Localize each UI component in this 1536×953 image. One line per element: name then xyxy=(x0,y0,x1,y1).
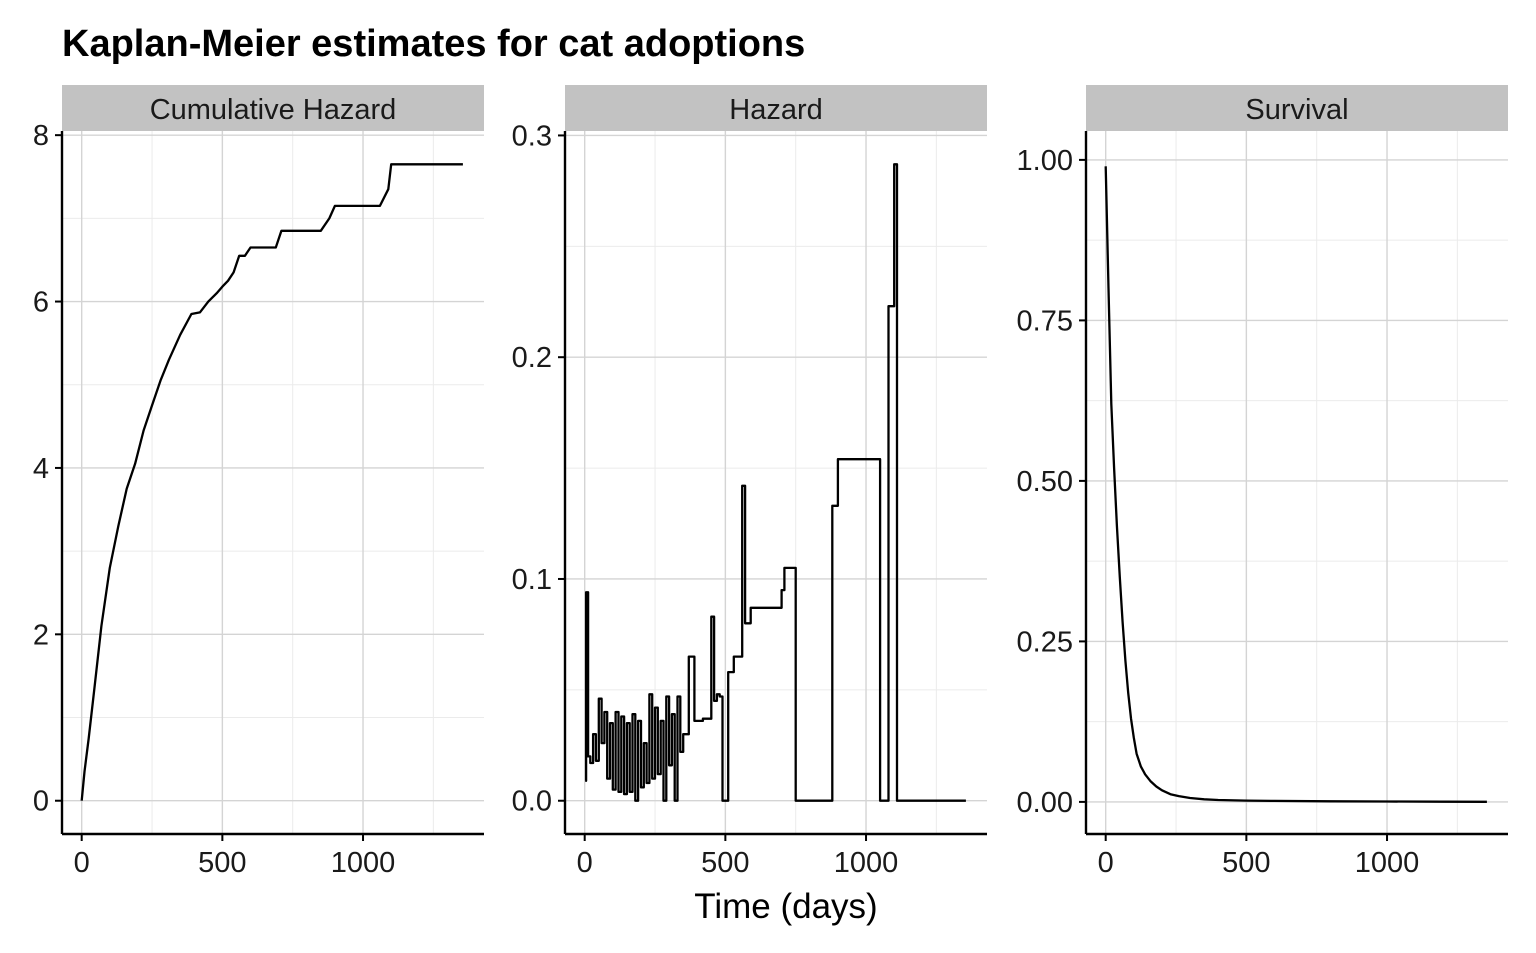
strip-label: Cumulative Hazard xyxy=(150,94,397,126)
x-tick-label: 500 xyxy=(198,847,246,879)
y-tick-label: 0.0 xyxy=(512,786,552,818)
y-tick-label: 0.75 xyxy=(1017,305,1073,337)
x-tick-label: 0 xyxy=(1098,847,1114,879)
strip-label: Hazard xyxy=(729,94,823,126)
y-tick-label: 6 xyxy=(33,287,49,319)
y-tick-label: 4 xyxy=(33,453,49,485)
strip-background xyxy=(1086,85,1508,131)
y-tick-label: 0 xyxy=(33,786,49,818)
series-line-hazard xyxy=(584,163,966,802)
strip-label: Survival xyxy=(1245,94,1348,126)
x-tick-label: 1000 xyxy=(331,847,396,879)
y-tick-label: 2 xyxy=(33,619,49,651)
series-line-cumulative-hazard xyxy=(80,163,463,801)
axis-layer: 0.00 0.25 0.50 0.75 1.00 0 500 1000 xyxy=(1017,131,1508,879)
x-tick-label: 0 xyxy=(577,847,593,879)
y-tick-label: 0.2 xyxy=(512,342,552,374)
y-tick-label: 0.50 xyxy=(1017,466,1073,498)
strip-background xyxy=(62,85,484,131)
panel-cumulative-hazard: Cumulative Hazard 0 2 4 6 8 0 500 1000 xyxy=(33,85,484,879)
chart-title: Kaplan-Meier estimates for cat adoptions xyxy=(62,23,805,65)
x-tick-label: 1000 xyxy=(834,847,899,879)
x-tick-label: 1000 xyxy=(1355,847,1420,879)
grid-layer xyxy=(565,131,987,834)
y-tick-label: 0.25 xyxy=(1017,626,1073,658)
x-tick-label: 500 xyxy=(1222,847,1270,879)
y-tick-label: 0.3 xyxy=(512,120,552,152)
x-tick-label: 0 xyxy=(74,847,90,879)
y-tick-label: 8 xyxy=(33,120,49,152)
y-tick-label: 0.1 xyxy=(512,564,552,596)
strip-background xyxy=(565,85,987,131)
y-tick-label: 1.00 xyxy=(1017,145,1073,177)
axis-layer: 0 2 4 6 8 0 500 1000 xyxy=(33,120,484,879)
y-tick-label: 0.00 xyxy=(1017,787,1073,819)
axis-layer: 0.0 0.1 0.2 0.3 0 500 1000 xyxy=(512,120,987,879)
series-line-survival xyxy=(1104,166,1487,803)
x-axis-title: Time (days) xyxy=(694,887,877,926)
grid-layer xyxy=(62,131,484,834)
grid-layer xyxy=(1086,131,1508,834)
x-tick-label: 500 xyxy=(701,847,749,879)
panel-survival: Survival 0.00 0.25 0.50 0.75 1.00 0 500 1000 xyxy=(1017,85,1508,879)
panel-hazard: Hazard 0.0 0.1 0.2 0.3 0 500 1000 xyxy=(512,85,987,879)
